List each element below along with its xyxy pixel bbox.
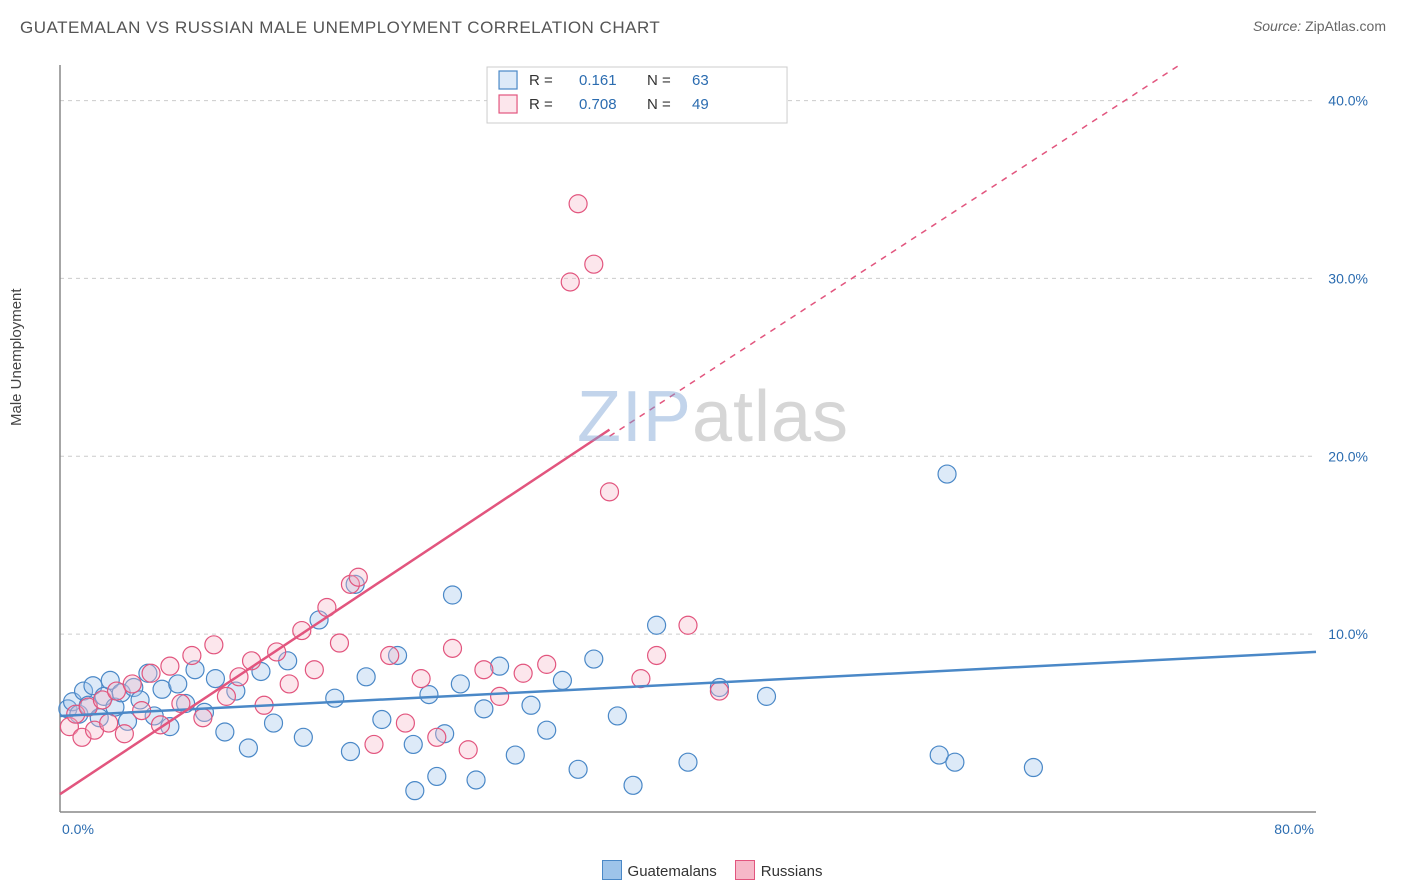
data-point [305, 661, 323, 679]
data-point [491, 687, 509, 705]
data-point [561, 273, 579, 291]
source-label: Source: [1253, 18, 1301, 34]
data-point [553, 671, 571, 689]
chart-header: GUATEMALAN VS RUSSIAN MALE UNEMPLOYMENT … [20, 18, 1386, 48]
data-point [538, 721, 556, 739]
x-tick-label: 0.0% [62, 821, 94, 837]
legend-label: Guatemalans [628, 863, 717, 880]
data-point [169, 675, 187, 693]
data-point [265, 714, 283, 732]
data-point [538, 655, 556, 673]
y-tick-label: 40.0% [1328, 93, 1368, 109]
legend-n-value: 49 [692, 96, 709, 113]
data-point [206, 670, 224, 688]
data-point [217, 687, 235, 705]
data-point [624, 776, 642, 794]
data-point [428, 728, 446, 746]
data-point [444, 639, 462, 657]
legend-n-label: N = [647, 96, 671, 113]
data-point [475, 661, 493, 679]
data-point [585, 650, 603, 668]
data-point [161, 657, 179, 675]
plot-area: 10.0% 20.0% 30.0% 40.0% 0.0% 80.0% R = 0.161 N =… [50, 55, 1376, 842]
data-point [194, 709, 212, 727]
data-point [115, 725, 133, 743]
data-point [758, 687, 776, 705]
y-tick-label: 30.0% [1328, 270, 1368, 286]
data-point [475, 700, 493, 718]
data-point [381, 646, 399, 664]
data-point [428, 767, 446, 785]
legend-swatch [499, 95, 517, 113]
legend-swatch [602, 860, 622, 880]
data-point [648, 646, 666, 664]
legend-swatch [735, 860, 755, 880]
data-point [326, 689, 344, 707]
data-point [946, 753, 964, 771]
data-point [444, 586, 462, 604]
data-point [406, 782, 424, 800]
data-point [514, 664, 532, 682]
data-point [183, 646, 201, 664]
source-attribution: Source: ZipAtlas.com [1253, 18, 1386, 34]
y-axis-label: Male Unemployment [8, 288, 25, 426]
legend-label: Russians [761, 863, 823, 880]
data-point [506, 746, 524, 764]
data-point [239, 739, 257, 757]
legend-swatch [499, 71, 517, 89]
data-point [280, 675, 298, 693]
legend-r-label: R = [529, 72, 553, 89]
chart-title: GUATEMALAN VS RUSSIAN MALE UNEMPLOYMENT … [20, 18, 660, 37]
data-point [396, 714, 414, 732]
data-point [205, 636, 223, 654]
data-point [601, 483, 619, 501]
data-point [100, 714, 118, 732]
data-point [341, 743, 359, 761]
data-point [123, 675, 141, 693]
data-point [357, 668, 375, 686]
data-point [216, 723, 234, 741]
data-point [679, 753, 697, 771]
data-point [938, 465, 956, 483]
data-point [142, 664, 160, 682]
data-point [404, 735, 422, 753]
data-point [679, 616, 697, 634]
data-point [420, 686, 438, 704]
data-point [412, 670, 430, 688]
legend-r-value: 0.708 [579, 96, 617, 113]
y-tick-label: 20.0% [1328, 448, 1368, 464]
legend-n-label: N = [647, 72, 671, 89]
x-tick-label: 80.0% [1274, 821, 1314, 837]
data-point [569, 760, 587, 778]
source-value: ZipAtlas.com [1305, 18, 1386, 34]
bottom-legend: Guatemalans Russians [0, 860, 1406, 880]
data-point [467, 771, 485, 789]
legend-r-value: 0.161 [579, 72, 617, 89]
data-point [608, 707, 626, 725]
y-tick-label: 10.0% [1328, 626, 1368, 642]
data-point [451, 675, 469, 693]
data-point [710, 682, 728, 700]
data-point [1024, 759, 1042, 777]
data-point [459, 741, 477, 759]
legend-r-label: R = [529, 96, 553, 113]
data-point [294, 728, 312, 746]
scatter-chart: 10.0% 20.0% 30.0% 40.0% 0.0% 80.0% R = 0.161 N =… [50, 55, 1376, 842]
trend-line [60, 430, 610, 795]
data-point [585, 255, 603, 273]
data-point [349, 568, 367, 586]
data-point [522, 696, 540, 714]
legend-n-value: 63 [692, 72, 709, 89]
data-point [648, 616, 666, 634]
data-point [365, 735, 383, 753]
data-point [330, 634, 348, 652]
data-point [373, 711, 391, 729]
data-point [569, 195, 587, 213]
data-point [491, 657, 509, 675]
